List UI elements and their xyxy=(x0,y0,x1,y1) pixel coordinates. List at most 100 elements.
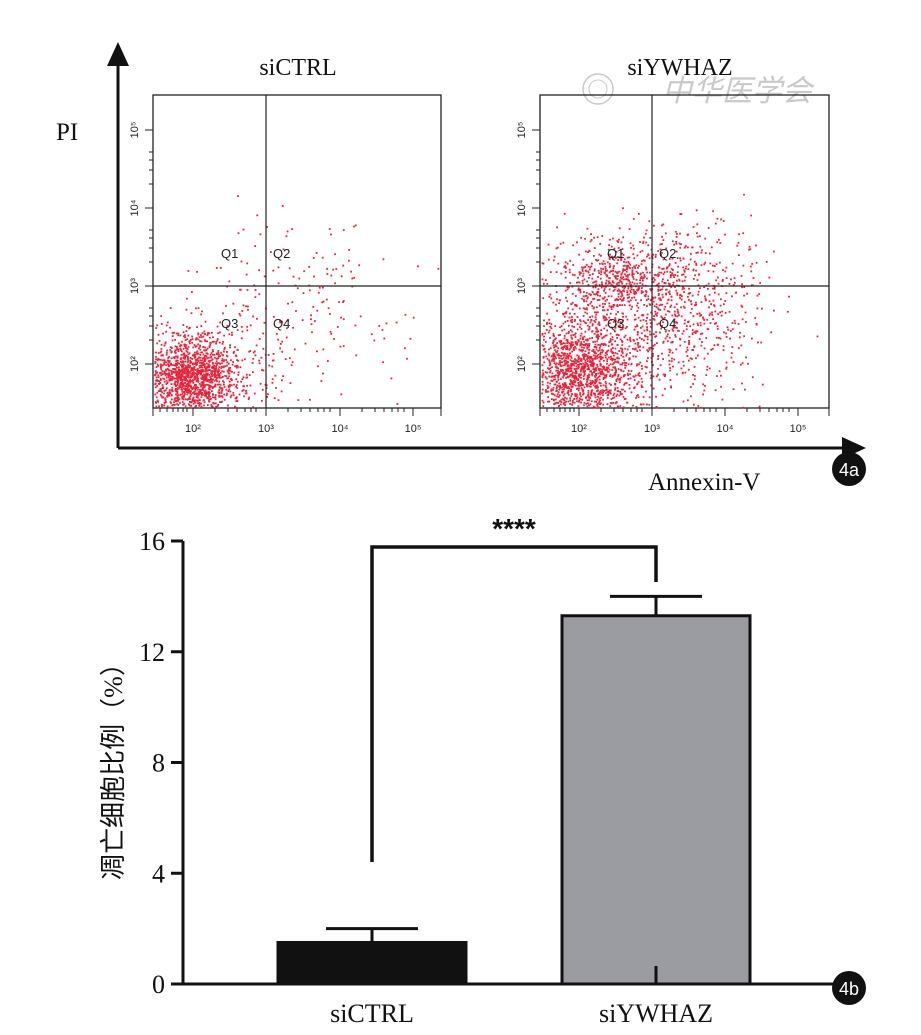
scatter-dot xyxy=(196,376,199,379)
scatter-dot xyxy=(213,396,216,399)
scatter-dot xyxy=(209,398,211,401)
scatter-dot xyxy=(579,320,582,323)
scatter-dot xyxy=(676,271,679,274)
scatter-dot xyxy=(605,375,608,378)
scatter-dot xyxy=(165,324,168,327)
scatter-dot xyxy=(584,237,586,240)
x-tick-label: 10³ xyxy=(258,423,274,435)
scatter-dot xyxy=(182,361,185,363)
scatter-dot xyxy=(624,397,627,400)
scatter-dot xyxy=(212,402,215,404)
scatter-dot xyxy=(182,368,184,371)
scatter-dot xyxy=(609,282,612,285)
scatter-dot xyxy=(673,276,675,278)
scatter-dot xyxy=(662,358,664,360)
scatter-dot xyxy=(173,356,176,359)
scatter-dot xyxy=(163,390,166,392)
scatter-dot xyxy=(166,395,169,397)
scatter-dot xyxy=(668,258,671,260)
significance-label: **** xyxy=(492,513,536,544)
scatter-dot xyxy=(183,396,185,398)
scatter-dot xyxy=(672,365,674,368)
scatter-dot xyxy=(215,342,217,345)
scatter-dot xyxy=(564,271,567,273)
scatter-dot xyxy=(223,346,226,349)
scatter-dot xyxy=(743,286,746,288)
scatter-dot xyxy=(584,269,587,272)
scatter-dot xyxy=(655,335,657,337)
scatter-dot xyxy=(697,290,700,293)
scatter-dot xyxy=(737,347,740,349)
scatter-dot xyxy=(176,403,178,406)
scatter-dot xyxy=(590,265,593,268)
scatter-dot xyxy=(633,296,636,299)
scatter-dot xyxy=(590,356,593,358)
scatter-dot xyxy=(566,286,569,288)
scatter-dot xyxy=(598,324,601,326)
scatter-dot xyxy=(562,390,565,393)
scatter-dot xyxy=(645,241,648,244)
scatter-dot xyxy=(591,373,594,376)
scatter-dot xyxy=(640,377,643,380)
scatter-dot xyxy=(198,347,200,350)
scatter-dot xyxy=(701,249,703,252)
scatter-dot xyxy=(599,344,601,346)
scatter-dot xyxy=(197,380,200,383)
scatter-dot xyxy=(700,264,703,267)
scatter-dot xyxy=(614,286,617,289)
scatter-dot xyxy=(628,387,631,390)
scatter-dot xyxy=(687,399,689,402)
scatter-dot xyxy=(710,348,713,351)
scatter-dot xyxy=(547,367,549,370)
scatter-dot xyxy=(724,300,727,302)
scatter-dot xyxy=(542,356,545,359)
y-minor-ticks-siYWHAZ xyxy=(532,129,540,365)
scatter-dot xyxy=(197,373,199,375)
scatter-dot xyxy=(717,282,720,285)
scatter-dot xyxy=(586,377,589,379)
scatter-dot xyxy=(629,299,632,302)
scatter-dot xyxy=(649,325,652,328)
scatter-dot xyxy=(266,396,269,398)
scatter-dot xyxy=(560,355,562,357)
scatter-dot xyxy=(277,282,280,285)
scatter-dot xyxy=(194,356,197,358)
scatter-dot xyxy=(741,286,743,289)
scatter-dot xyxy=(630,370,633,372)
scatter-dot xyxy=(611,336,614,338)
scatter-dot xyxy=(200,366,202,368)
scatter-dot xyxy=(595,334,598,337)
scatter-dot xyxy=(579,380,582,383)
scatter-dot xyxy=(551,366,553,369)
scatter-dot xyxy=(273,397,276,400)
scatter-dot xyxy=(613,396,616,399)
scatter-dot xyxy=(177,350,180,352)
scatter-dot xyxy=(576,343,579,345)
scatter-dot xyxy=(209,336,211,339)
scatter-dot xyxy=(570,363,573,365)
scatter-dot xyxy=(741,306,744,308)
scatter-dot xyxy=(615,401,618,403)
scatter-dot xyxy=(548,359,551,362)
scatter-dot xyxy=(404,347,406,350)
scatter-dot xyxy=(652,347,655,350)
scatter-dot xyxy=(703,286,705,288)
scatter-dot xyxy=(630,291,632,294)
scatter-dot xyxy=(544,279,547,281)
scatter-dot xyxy=(627,378,630,380)
scatter-dot xyxy=(620,281,623,283)
scatter-dot xyxy=(167,368,169,371)
scatter-dot xyxy=(321,301,324,304)
scatter-dot xyxy=(675,250,678,253)
scatter-dot xyxy=(245,389,248,392)
scatter-dot xyxy=(569,359,572,362)
scatter-dot xyxy=(557,378,560,381)
scatter-dot xyxy=(659,243,662,246)
scatter-dot xyxy=(673,306,676,309)
scatter-dot xyxy=(682,330,685,333)
scatter-dot xyxy=(198,404,200,407)
scatter-dot xyxy=(174,385,177,387)
scatter-dot xyxy=(170,398,173,401)
scatter-dot xyxy=(660,303,662,306)
scatter-dot xyxy=(696,235,699,238)
